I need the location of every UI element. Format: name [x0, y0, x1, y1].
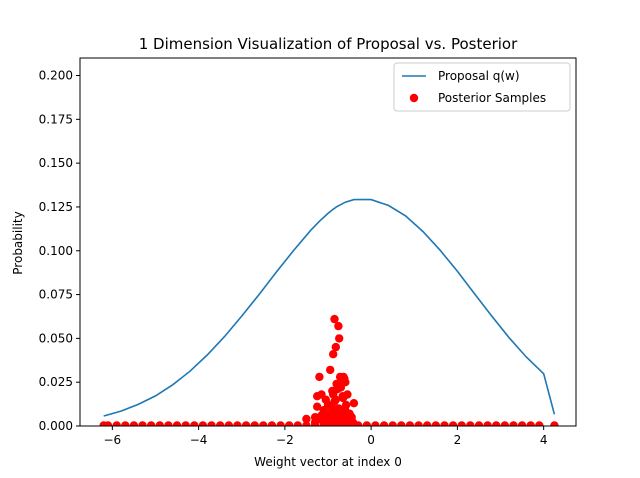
- scatter-point: [329, 350, 338, 359]
- scatter-point: [414, 421, 423, 426]
- scatter-point: [397, 421, 406, 426]
- scatter-point: [535, 421, 544, 426]
- scatter-point: [526, 421, 535, 426]
- scatter-point: [362, 421, 371, 426]
- scatter-point: [550, 421, 559, 426]
- series-line-proposal: [103, 198, 556, 417]
- scatter-point: [335, 334, 344, 343]
- scatter-point: [341, 413, 350, 422]
- scatter-point: [147, 421, 156, 426]
- scatter-point: [371, 421, 380, 426]
- legend-label: Proposal q(w): [438, 69, 520, 83]
- scatter-point: [466, 421, 475, 426]
- scatter-point: [423, 421, 432, 426]
- scatter-point: [483, 421, 492, 426]
- scatter-point: [330, 314, 339, 324]
- scatter-point: [431, 421, 440, 426]
- scatter-point: [121, 421, 130, 426]
- legend-box: [393, 62, 571, 112]
- scatter-point: [348, 418, 358, 426]
- scatter-point: [457, 421, 466, 426]
- scatter-point: [331, 395, 340, 404]
- y-tick-label: 0.200: [39, 69, 73, 83]
- scatter-point: [259, 421, 268, 426]
- scatter-point: [112, 421, 121, 426]
- legend-label: Posterior Samples: [438, 91, 546, 105]
- scatter-point: [285, 421, 294, 426]
- scatter-point: [349, 399, 359, 408]
- scatter-point: [181, 421, 190, 426]
- scatter-point: [500, 421, 509, 426]
- x-axis-label: Weight vector at index 0: [254, 455, 402, 469]
- scatter-point: [323, 400, 333, 410]
- scatter-point: [198, 421, 208, 426]
- scatter-point: [448, 421, 458, 426]
- scatter-point: [379, 421, 389, 426]
- y-tick-label: 0.100: [39, 244, 73, 258]
- y-tick-label: 0.000: [39, 419, 73, 433]
- x-tick-label: −6: [103, 433, 121, 447]
- scatter-point: [492, 421, 501, 426]
- plot-area: [99, 198, 559, 426]
- scatter-point: [331, 342, 340, 352]
- scatter-point: [509, 421, 518, 426]
- scatter-point: [302, 414, 311, 424]
- y-tick-label: 0.025: [39, 375, 73, 389]
- scatter-point: [216, 421, 225, 426]
- scatter-point: [517, 421, 527, 426]
- y-axis-label: Probability: [11, 211, 25, 274]
- scatter-point: [172, 421, 182, 426]
- scatter-point: [326, 365, 335, 375]
- scatter-point: [321, 420, 330, 426]
- legend-swatch-marker: [409, 93, 419, 103]
- scatter-point: [388, 421, 397, 426]
- scatter-point: [103, 421, 113, 426]
- legend: Proposal q(w) Posterior Samples: [393, 62, 571, 112]
- scatter-point: [340, 420, 349, 426]
- scatter-point: [334, 321, 343, 331]
- scatter-point: [440, 421, 449, 426]
- scatter-point: [190, 421, 199, 426]
- x-tick-label: 4: [540, 433, 548, 447]
- scatter-point: [293, 421, 302, 426]
- y-tick-label: 0.075: [39, 288, 73, 302]
- scatter-point: [207, 421, 216, 426]
- scatter-point: [267, 421, 277, 426]
- scatter-point: [129, 421, 139, 426]
- x-tick-label: 2: [454, 433, 462, 447]
- chart-title: 1 Dimension Visualization of Proposal vs…: [139, 35, 518, 53]
- axes: −6 −4 −2 0 2 4 0.000 0.025 0.050 0.075 0.100 0.125 0…: [39, 57, 577, 447]
- scatter-point: [341, 378, 350, 387]
- x-tick-label: −4: [190, 433, 208, 447]
- scatter-point: [315, 372, 324, 382]
- scatter-point: [224, 421, 233, 426]
- scatter-point: [164, 421, 173, 426]
- y-tick-label: 0.150: [39, 156, 73, 170]
- scatter-point: [405, 421, 415, 426]
- scatter-point: [313, 402, 322, 411]
- scatter-point: [241, 421, 251, 426]
- axes-frame: [79, 57, 577, 427]
- y-tick-label: 0.175: [39, 112, 73, 126]
- x-tick-label: −2: [276, 433, 294, 447]
- scatter-point: [138, 421, 147, 426]
- scatter-point: [155, 421, 164, 426]
- scatter-point: [276, 421, 285, 426]
- x-tick-label: 0: [367, 433, 375, 447]
- scatter-point: [233, 421, 242, 426]
- scatter-point: [250, 421, 259, 426]
- scatter-point: [474, 421, 484, 426]
- y-tick-label: 0.125: [39, 200, 73, 214]
- scatter-point: [338, 393, 348, 403]
- y-tick-label: 0.050: [39, 331, 73, 345]
